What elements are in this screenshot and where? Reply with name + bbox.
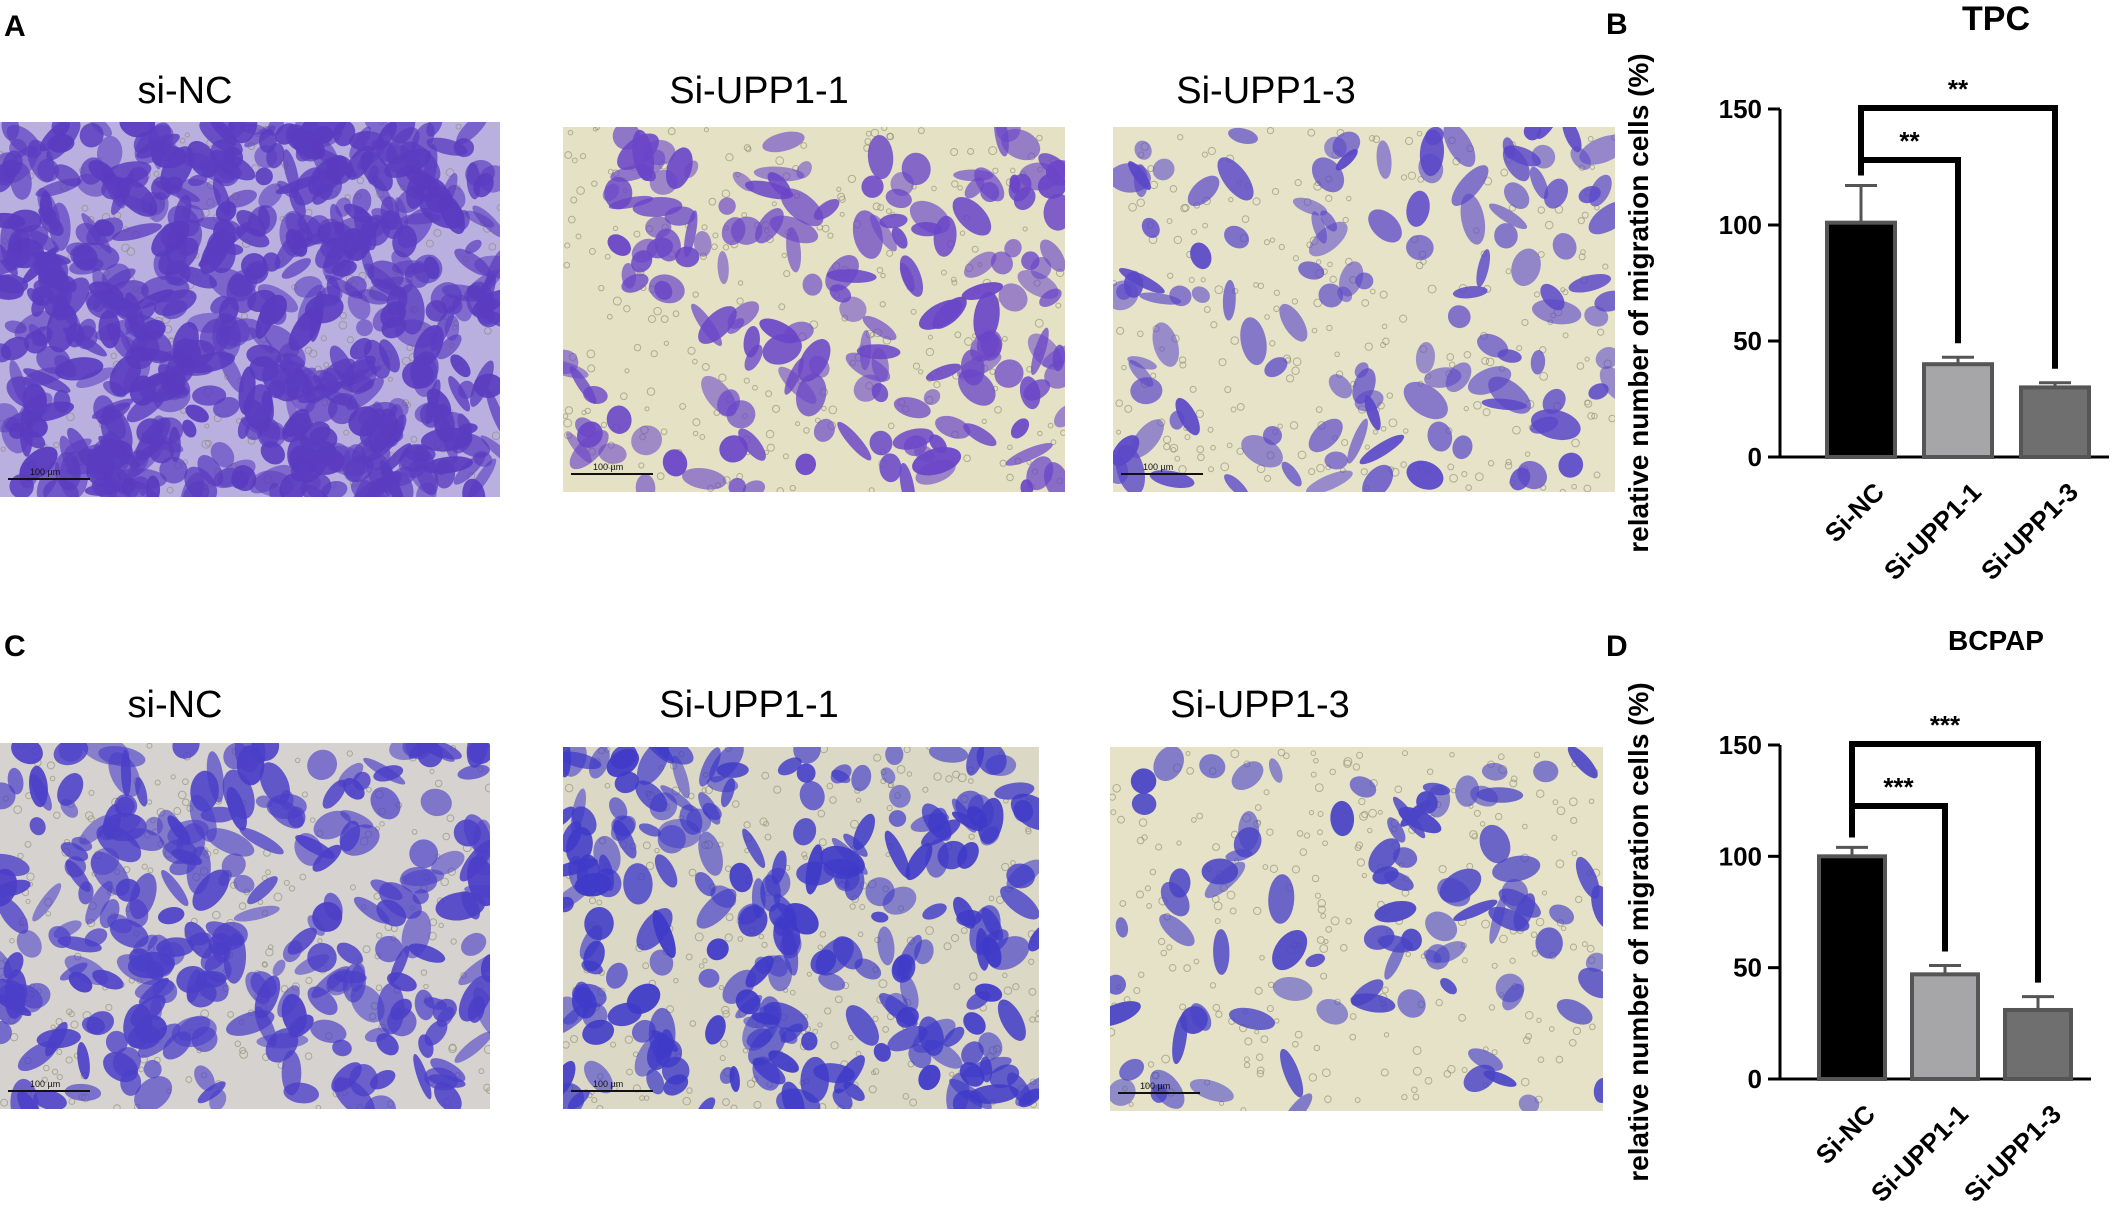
chart-title: BCPAP — [1948, 625, 2044, 656]
y-tick-label: 50 — [1733, 326, 1762, 356]
bar-si-upp1-1 — [1910, 972, 1980, 1082]
micrograph-c-siupp1-3: 100 µm — [1110, 747, 1603, 1111]
micrograph-c-sinc: 100 µm — [0, 743, 490, 1109]
y-axis-label: relative number of migration cells (%) — [1623, 682, 1654, 1181]
x-tick-label: Si-UPP1-3 — [1958, 1099, 2067, 1208]
significance-label: *** — [1883, 772, 1914, 802]
chart-title: TPC — [1962, 0, 2030, 38]
bar-si-upp1-3 — [2019, 385, 2091, 459]
panel-letter-a: A — [4, 10, 26, 43]
y-axis-label: relative number of migration cells (%) — [1623, 53, 1654, 552]
micrograph-a-siupp1-3: 100 µm — [1113, 127, 1615, 492]
image-label-c-sinc: si-NC — [127, 684, 223, 726]
y-tick-label: 100 — [1719, 841, 1762, 871]
panel-letter-b: B — [1606, 8, 1628, 41]
bar-si-nc — [1817, 854, 1887, 1081]
bar-si-nc — [1825, 220, 1897, 459]
scale-bar-label: 100 µm — [30, 1079, 60, 1089]
x-tick-label: Si-NC — [1819, 477, 1890, 548]
panel-letter-c: C — [4, 630, 26, 663]
bar-chart-bcpap: BCPAP relative number of migration cells … — [1623, 625, 2091, 1208]
y-tick-label: 0 — [1748, 442, 1762, 472]
significance-label: ** — [1899, 126, 1920, 156]
bar-si-upp1-3 — [2003, 1007, 2073, 1081]
significance-bracket — [1849, 741, 2041, 983]
scale-bar-label: 100 µm — [30, 467, 60, 477]
x-tick-label: Si-UPP1-1 — [1865, 1099, 1974, 1208]
y-tick-label: 150 — [1719, 730, 1762, 760]
significance-label: *** — [1930, 710, 1961, 740]
scale-bar-label: 100 µm — [1143, 462, 1173, 472]
image-label-a-sinc: si-NC — [137, 70, 233, 112]
scale-bar-label: 100 µm — [593, 462, 623, 472]
micrograph-a-siupp1-1: 100 µm — [563, 127, 1065, 492]
micrograph-a-sinc: 100 µm — [0, 122, 500, 497]
image-label-c-siupp1-3: Si-UPP1-3 — [1170, 684, 1350, 726]
bar-chart-tpc: TPC relative number of migration cells (%… — [1623, 0, 2109, 586]
x-tick-label: Si-UPP1-3 — [1975, 477, 2084, 586]
x-tick-label: Si-NC — [1810, 1099, 1881, 1170]
scale-bar-label: 100 µm — [593, 1079, 623, 1089]
y-tick-label: 150 — [1719, 94, 1762, 124]
y-tick-label: 100 — [1719, 210, 1762, 240]
image-label-c-siupp1-1: Si-UPP1-1 — [659, 684, 839, 726]
bar-si-upp1-1 — [1922, 362, 1994, 460]
y-tick-label: 0 — [1748, 1064, 1762, 1094]
micrograph-c-siupp1-1: 100 µm — [563, 747, 1039, 1109]
scale-bar-label: 100 µm — [1140, 1081, 1170, 1091]
y-tick-label: 50 — [1733, 953, 1762, 983]
panel-letter-d: D — [1606, 630, 1628, 663]
significance-bracket — [1858, 105, 2058, 369]
x-tick-label: Si-UPP1-1 — [1878, 477, 1987, 586]
significance-label: ** — [1948, 74, 1969, 104]
image-label-a-siupp1-1: Si-UPP1-1 — [669, 70, 849, 112]
image-label-a-siupp1-3: Si-UPP1-3 — [1176, 70, 1356, 112]
